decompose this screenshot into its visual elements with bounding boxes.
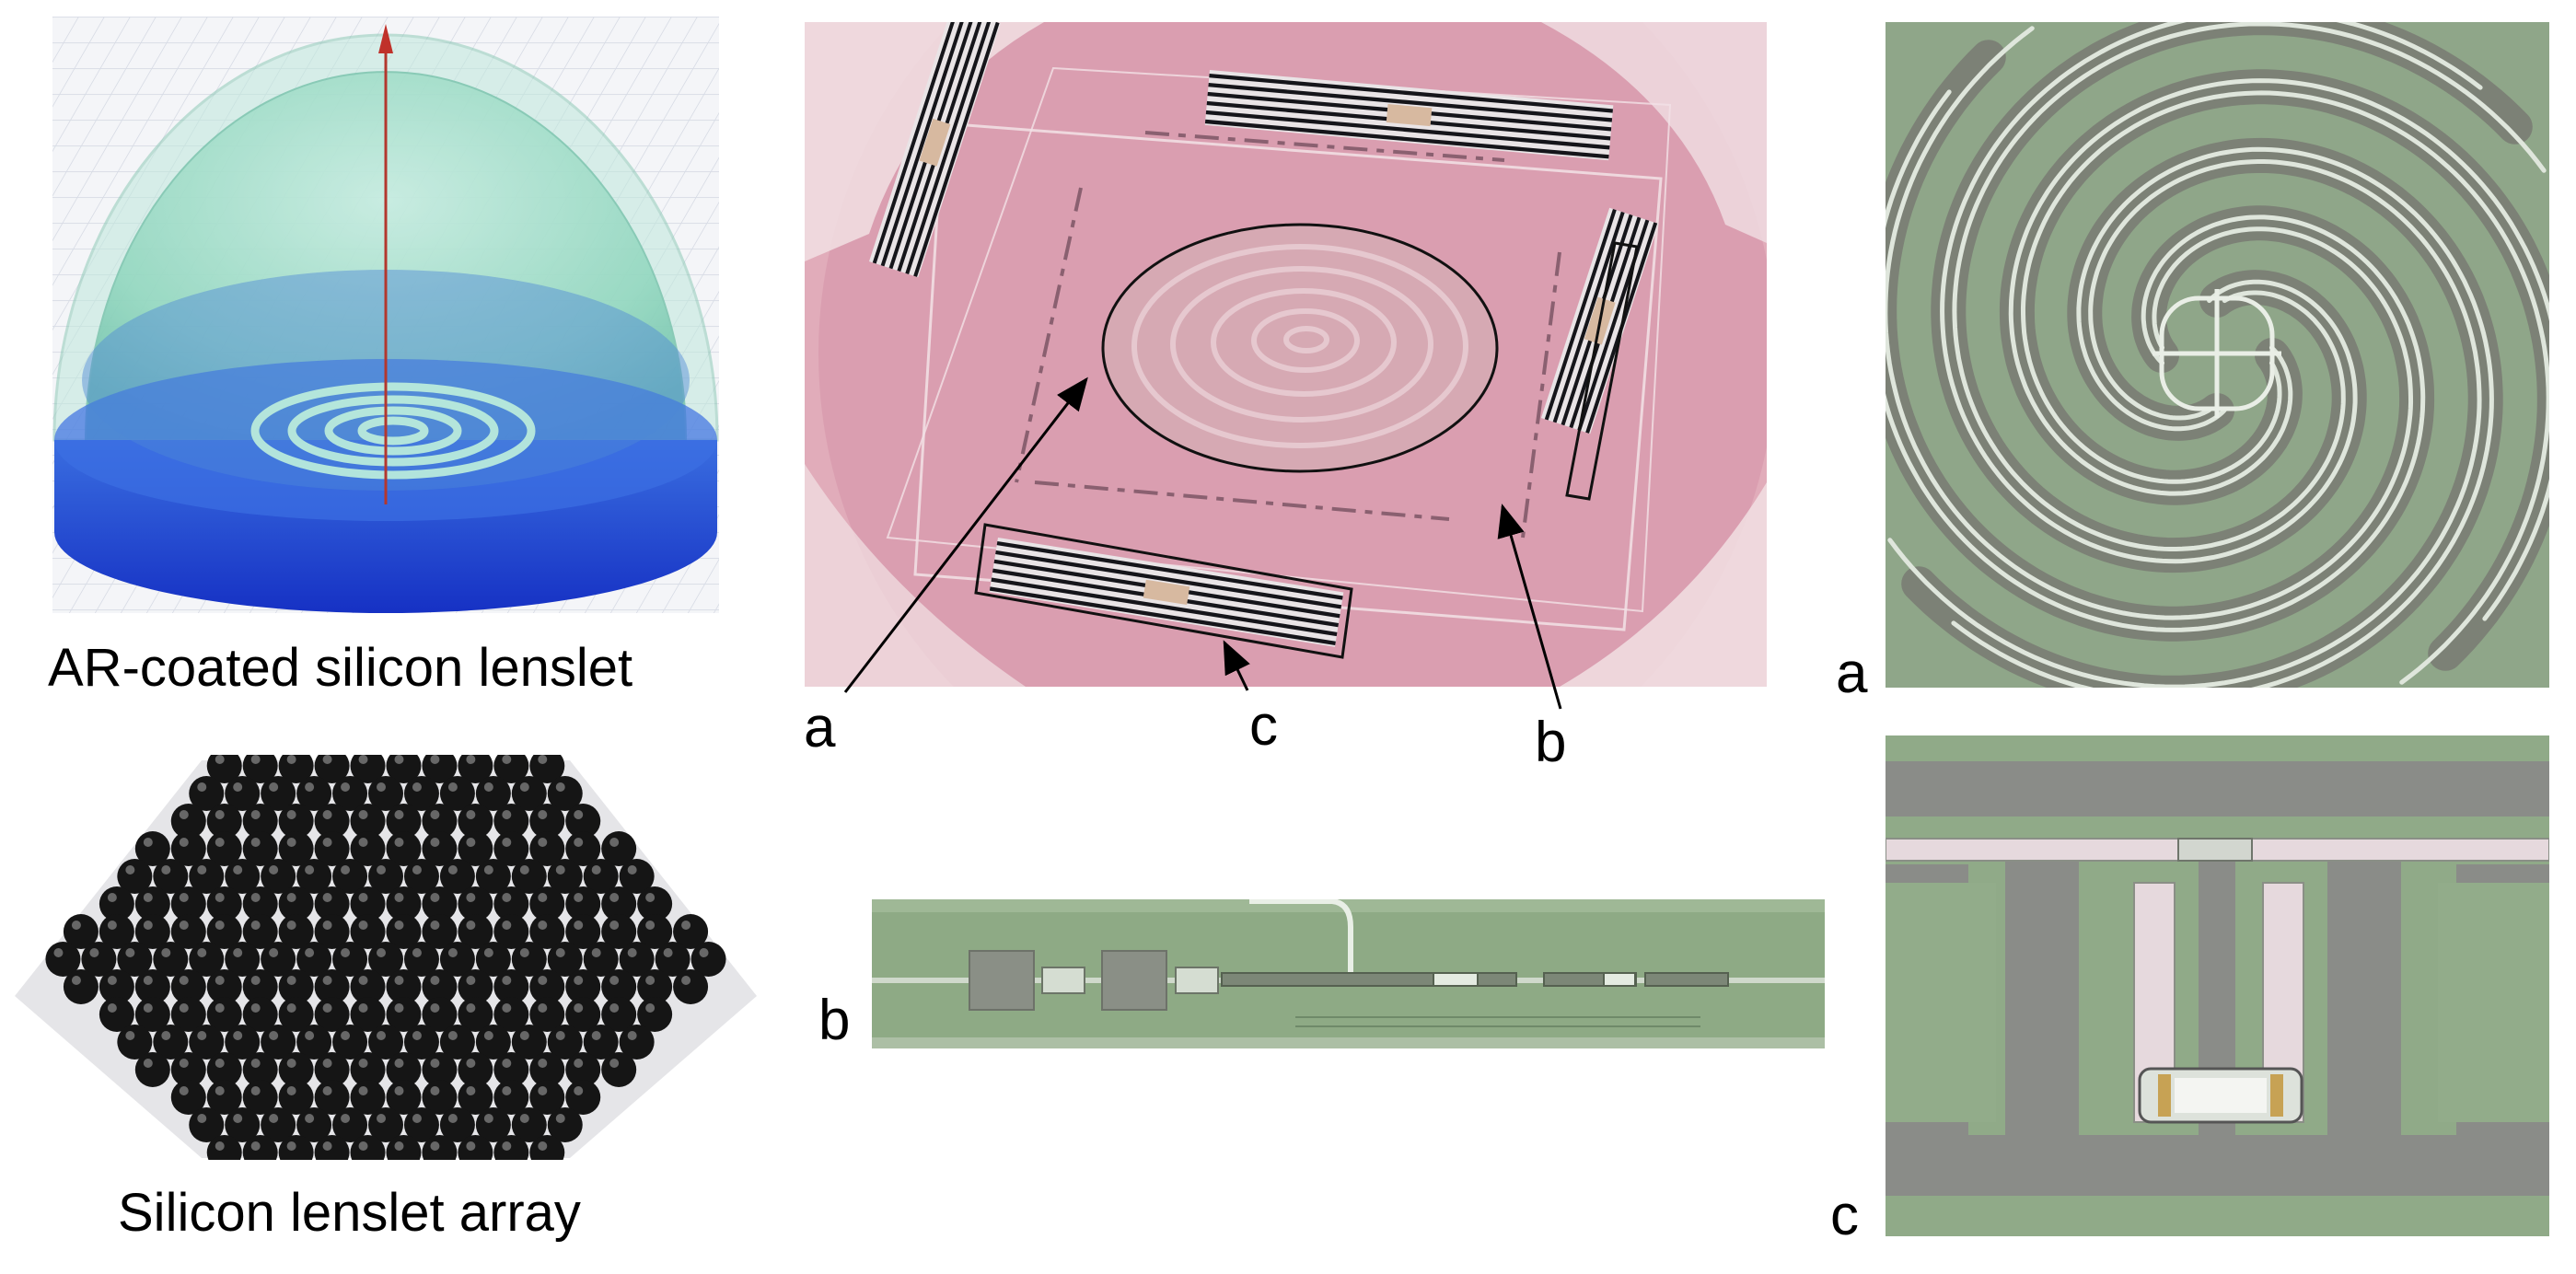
label-a-center: a [804, 696, 836, 759]
label-b-center: b [1535, 711, 1567, 774]
label-c-center: c [1249, 694, 1278, 758]
array-caption: Silicon lenslet array [118, 1183, 581, 1243]
antenna-closeup-photo [1886, 22, 2549, 688]
tes-closeup-photo [1886, 735, 2549, 1236]
label-b-strip: b [818, 989, 851, 1052]
lenslet-caption: AR-coated silicon lenslet [48, 638, 633, 698]
label-a-right: a [1836, 642, 1868, 705]
lenslet-render [52, 17, 719, 613]
label-c-right: c [1830, 1184, 1859, 1247]
feedline-chip-photo [872, 899, 1825, 1048]
lenslet-array-photo [13, 755, 759, 1160]
detector-wafer-photo [805, 22, 1767, 687]
